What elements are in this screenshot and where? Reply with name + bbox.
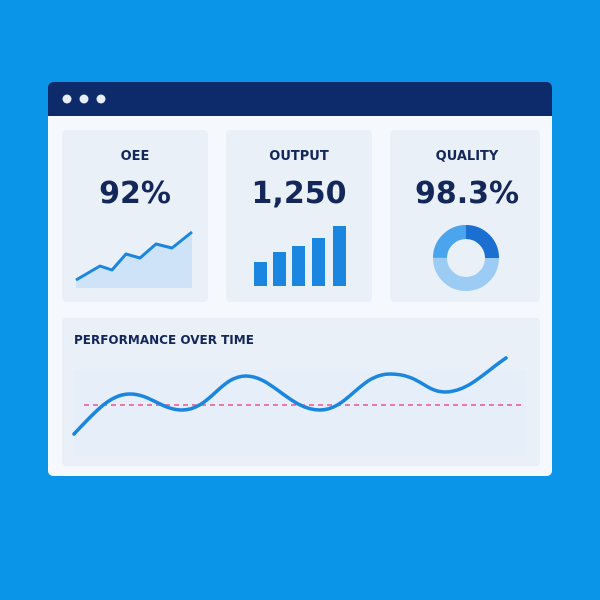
title-bar	[48, 82, 552, 116]
card-title: OEE	[121, 149, 150, 164]
chart-area	[74, 370, 526, 456]
mini-bar	[312, 238, 325, 286]
card-value: 92%	[99, 176, 171, 211]
card	[390, 130, 540, 302]
donut	[433, 225, 499, 291]
panel-title: PERFORMANCE OVER TIME	[74, 333, 254, 347]
sparkline	[75, 230, 193, 282]
mini-bar	[333, 226, 346, 286]
mini-bar	[273, 252, 286, 286]
card-title: OUTPUT	[269, 149, 329, 164]
card-value: 98.3%	[415, 176, 519, 211]
donut-segment	[433, 225, 499, 291]
window-dot	[96, 94, 106, 104]
card-value: 1,250	[252, 176, 347, 211]
performance-line	[72, 356, 508, 436]
window-dot	[79, 94, 89, 104]
window-dot	[62, 94, 72, 104]
mini-bar	[292, 246, 305, 286]
mini-bar	[254, 262, 267, 286]
mini-bars	[254, 226, 346, 286]
card-title: QUALITY	[436, 149, 499, 164]
